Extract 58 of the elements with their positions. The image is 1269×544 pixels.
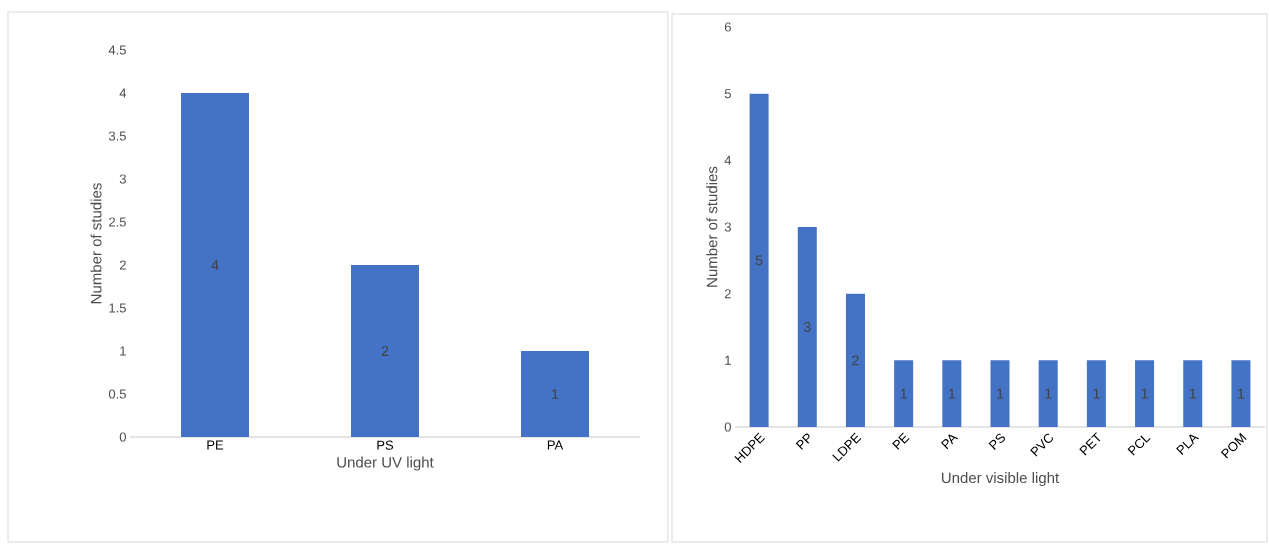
y-tick-label: 1 [120, 346, 126, 356]
data-label: 1 [1238, 388, 1245, 399]
y-tick-label: 3 [119, 174, 126, 184]
y-tick-label: 0 [724, 422, 731, 432]
data-label: 1 [1189, 388, 1196, 399]
y-tick-label: 2 [119, 260, 126, 270]
data-label: 1 [900, 388, 907, 399]
y-tick-label: 1.5 [109, 303, 126, 313]
data-label: 2 [381, 346, 389, 356]
data-label: 1 [1045, 388, 1052, 399]
bar [845, 293, 865, 427]
y-tick-label: 5 [724, 89, 731, 99]
bar [1231, 360, 1251, 427]
y-axis-title: Number of studies [90, 183, 102, 304]
data-label: 3 [803, 322, 811, 332]
x-tick-label: PLA [1176, 434, 1200, 455]
x-tick-label: PE [207, 440, 224, 450]
data-label: 1 [552, 389, 559, 399]
data-label: 4 [211, 260, 219, 270]
data-label: 1 [1141, 388, 1148, 399]
x-axis-title: Under UV light [337, 456, 434, 471]
y-tick-label: 3.5 [108, 131, 126, 141]
x-tick-label: PS [377, 440, 394, 450]
bar [1135, 360, 1155, 427]
bar [797, 227, 817, 427]
bar [990, 360, 1010, 427]
data-label: 5 [755, 255, 763, 266]
y-tick-label: 2 [724, 289, 731, 299]
x-tick-label: PE [892, 432, 910, 450]
bar [521, 351, 589, 437]
y-tick-label: 4.5 [108, 45, 126, 55]
y-axis-title: Number of studies [706, 166, 718, 287]
data-label: 2 [852, 355, 859, 366]
bar [181, 93, 249, 437]
data-label: 1 [1093, 388, 1100, 399]
bar [894, 360, 914, 427]
y-tick-label: 0 [119, 432, 126, 442]
y-tick-label: 3 [724, 222, 731, 232]
y-tick-label: 2.5 [109, 217, 126, 227]
bar [749, 93, 769, 427]
data-label: 1 [949, 388, 956, 399]
y-tick-label: 4 [119, 88, 127, 98]
y-tick-label: 1 [725, 355, 731, 365]
data-label: 1 [997, 388, 1004, 399]
x-tick-label: PCL [1127, 435, 1151, 456]
x-tick-label: PA [941, 434, 959, 450]
x-tick-label: PP [795, 433, 810, 450]
x-axis-title: Under visible light [941, 472, 1060, 487]
y-tick-label: 4 [724, 155, 732, 165]
bar [1038, 360, 1058, 427]
x-tick-label: PA [547, 440, 564, 450]
x-tick-label: PS [988, 433, 1005, 450]
bar [942, 360, 962, 427]
bar [351, 265, 419, 437]
y-tick-label: 0.5 [108, 389, 126, 399]
bar [1183, 360, 1203, 427]
y-tick-label: 6 [724, 22, 731, 32]
bar [1086, 360, 1106, 427]
